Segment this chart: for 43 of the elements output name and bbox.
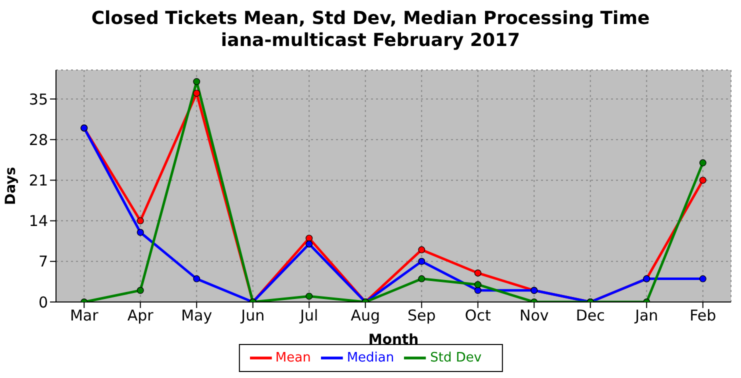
point: [699, 275, 706, 282]
point: [474, 270, 482, 276]
y-tick-label: 21: [28, 172, 48, 190]
x-tick-label: Dec: [576, 306, 605, 325]
point: [306, 292, 313, 300]
x-tick-label: May: [181, 306, 212, 325]
y-tick-label: 0: [38, 293, 48, 312]
point: [193, 275, 200, 282]
point: [136, 217, 144, 224]
y-tick-label: 35: [28, 90, 48, 108]
point: [418, 246, 426, 254]
y-tick-label: 14: [28, 212, 48, 230]
point: [474, 281, 482, 288]
point: [418, 275, 426, 282]
x-tick-label: Feb: [690, 306, 716, 325]
x-tick-label: Nov: [519, 306, 549, 325]
y-axis-title: Days: [2, 166, 19, 206]
x-tick-label: Apr: [127, 306, 154, 325]
x-tick-label: Oct: [464, 306, 491, 325]
chart-subtitle: iana-multicast February 2017: [220, 30, 522, 52]
point: [699, 159, 706, 166]
point: [418, 258, 426, 265]
point: [474, 286, 482, 294]
y-tick-label: 28: [28, 130, 48, 149]
x-tick-label: Aug: [350, 306, 380, 325]
legend-label: Mean: [275, 350, 311, 366]
x-tick-label: Jul: [299, 306, 318, 325]
legend-label: Median: [346, 350, 394, 366]
x-tick-label: Jun: [240, 306, 265, 325]
x-tick-label: Jan: [634, 306, 658, 325]
point: [306, 234, 313, 242]
point: [306, 240, 313, 248]
legend-label: Std Dev: [430, 350, 482, 366]
x-tick-label: Mar: [70, 306, 100, 325]
point: [136, 228, 144, 236]
y-tick-label: 7: [38, 252, 48, 271]
point: [699, 176, 706, 184]
chart-title: Closed Tickets Mean, Std Dev, Median Processing Time: [90, 8, 651, 30]
x-axis-title: Month: [368, 332, 419, 348]
x-tick-label: Sep: [407, 306, 436, 325]
point: [193, 90, 200, 97]
point: [136, 286, 144, 294]
point: [193, 78, 200, 86]
